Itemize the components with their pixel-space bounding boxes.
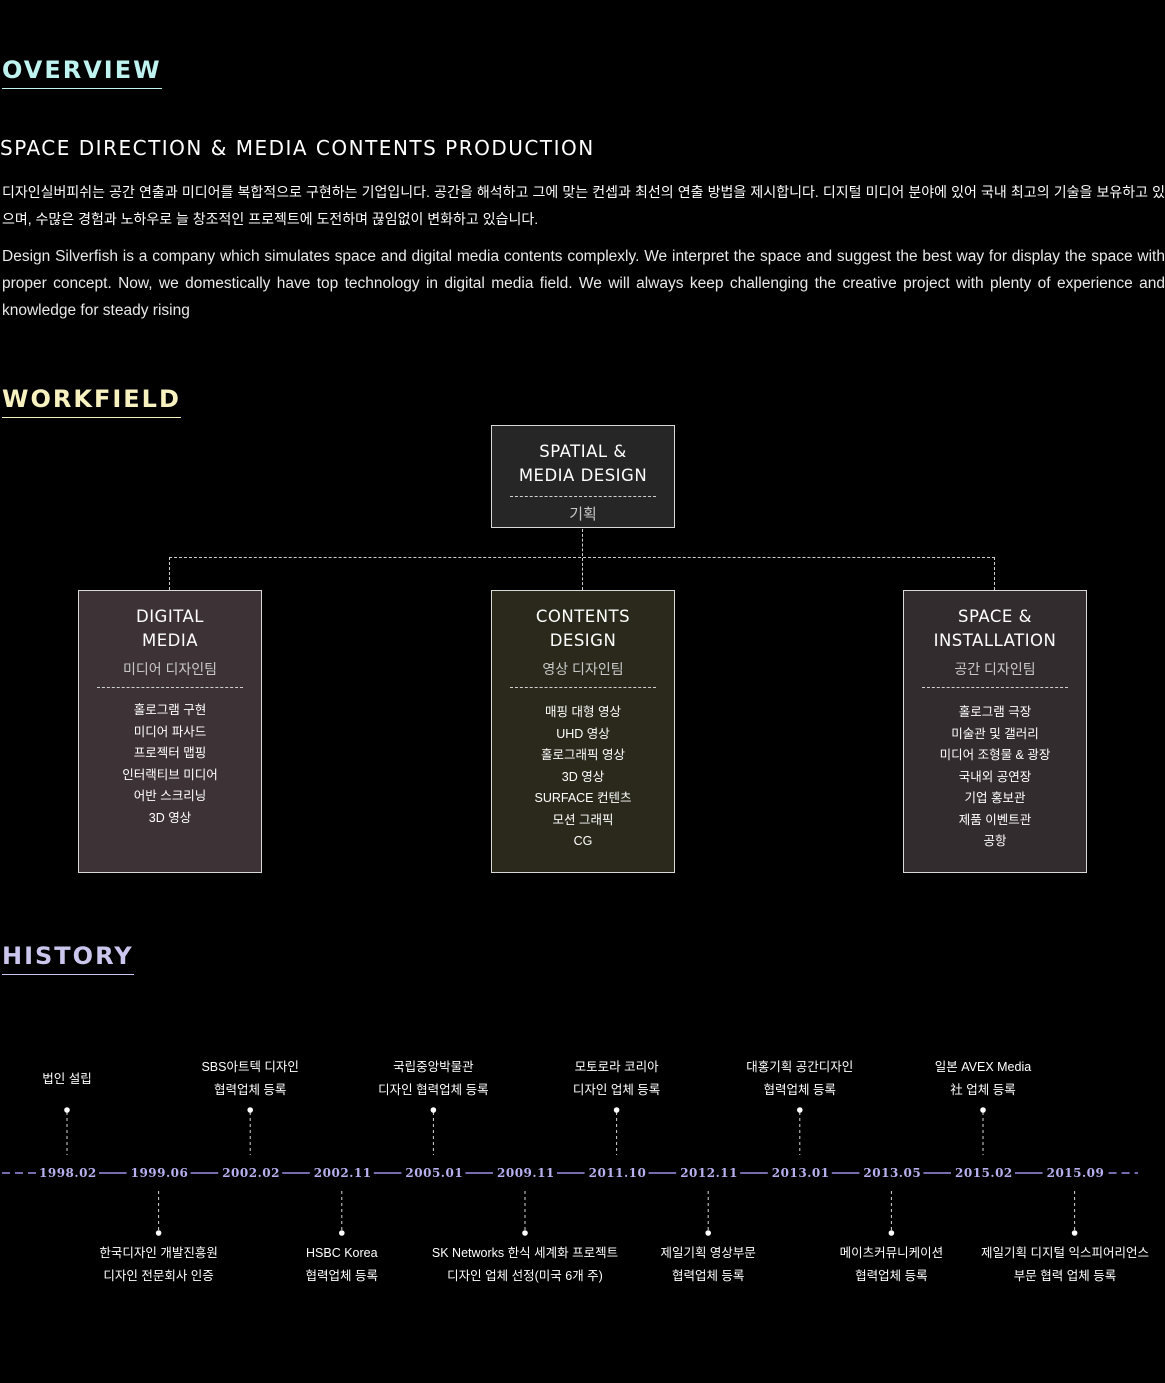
timeline-event-label: 한국디자인 개발진흥원 디자인 전문회사 인증 — [99, 1246, 218, 1283]
timeline-year: 1998.02 — [39, 1166, 97, 1180]
timeline-year: 1999.06 — [130, 1166, 189, 1180]
overview-body-korean: 디자인실버피쉬는 공간 연출과 미디어를 복합적으로 구현하는 기업입니다. 공… — [2, 184, 1165, 227]
workfield-box-team: 공간 디자인팀 — [954, 661, 1036, 677]
workfield-box-digital-media: DIGITAL MEDIA 미디어 디자인팀 홀로그램 구현 미디어 파사드 프… — [78, 590, 262, 873]
timeline-dot — [247, 1107, 253, 1113]
timeline-event-label: 국립중앙박물관 디자인 협력업체 등록 — [378, 1060, 489, 1097]
timeline-dot — [888, 1230, 895, 1236]
timeline-dot — [155, 1230, 162, 1236]
timeline-event-label: 메이츠커뮤니케이션 협력업체 등록 — [839, 1246, 944, 1283]
workfield-root-team: 기획 — [569, 506, 597, 523]
list-item: SURFACE 컨텐츠 — [534, 791, 632, 805]
workfield-root-heading: SPATIAL & MEDIA DESIGN — [518, 442, 648, 485]
workfield-heading: WORKFIELD — [2, 385, 181, 418]
timeline-event-label: 제일기획 디지털 익스피어리언스 부문 협력 업체 등록 — [981, 1246, 1149, 1283]
workfield-item-list: 매핑 대형 영상 UHD 영상 홀로그래픽 영상 3D 영상 SURFACE 컨… — [492, 702, 674, 853]
timeline-event-label: 일본 AVEX Media 社 업체 등록 — [934, 1060, 1032, 1097]
workfield-box-space-installation: SPACE & INSTALLATION 공간 디자인팀 홀로그램 극장 미술관… — [903, 590, 1087, 873]
timeline-event-label: 모토로라 코리아 디자인 업체 등록 — [572, 1060, 661, 1097]
list-item: 미디어 조형물 & 광장 — [939, 748, 1051, 762]
workfield-box-team: 영상 디자인팀 — [542, 661, 624, 677]
history-timeline — [2, 1107, 1138, 1236]
list-item: 국내외 공연장 — [958, 769, 1032, 784]
divider — [97, 687, 243, 688]
timeline-event-label: SK Networks 한식 세계화 프로젝트 디자인 업체 선정(미국 6개 … — [431, 1246, 619, 1283]
list-item: 제품 이벤트관 — [958, 812, 1032, 827]
timeline-year: 2011.10 — [588, 1166, 647, 1180]
timeline-dot — [1071, 1230, 1078, 1236]
workfield-box-heading: CONTENTS DESIGN — [535, 607, 631, 650]
timeline-year: 2012.11 — [680, 1166, 738, 1180]
timeline-dot — [64, 1107, 70, 1113]
timeline-year: 2002.11 — [313, 1166, 372, 1180]
divider — [510, 496, 656, 497]
timeline-year: 2015.09 — [1046, 1166, 1105, 1180]
connector-line — [582, 529, 583, 590]
connector-line — [994, 557, 995, 590]
history-heading: HISTORY — [2, 942, 134, 975]
timeline-year: 2005.01 — [405, 1166, 464, 1180]
workfield-box-team: 미디어 디자인팀 — [122, 661, 218, 677]
timeline-year: 2015.02 — [955, 1166, 1013, 1180]
overview-body-english: Design Silverfish is a company which sim… — [2, 248, 1165, 319]
list-item: CG — [573, 834, 593, 848]
list-item: 미디어 파사드 — [133, 724, 207, 739]
list-item: 프로젝터 맵핑 — [133, 746, 207, 760]
list-item: 모션 그래픽 — [552, 812, 614, 827]
timeline-dot — [705, 1230, 711, 1236]
timeline-event-label: 제일기획 영상부문 협력업체 등록 — [660, 1246, 756, 1283]
timeline-year: 2013.05 — [863, 1166, 922, 1180]
overview-heading: OVERVIEW — [2, 56, 162, 89]
timeline-dot — [613, 1107, 620, 1113]
timeline-event-label: 법인 설립 — [42, 1072, 92, 1086]
timeline-dot — [797, 1107, 803, 1113]
timeline-dot — [339, 1230, 345, 1236]
workfield-box-heading: DIGITAL MEDIA — [135, 607, 204, 650]
list-item: 공항 — [983, 834, 1007, 848]
timeline-event-label: SBS아트텍 디자인 협력업체 등록 — [201, 1060, 299, 1097]
list-item: 홀로그램 구현 — [133, 703, 207, 717]
list-item: 기업 홍보관 — [964, 791, 1026, 805]
timeline-year: 2002.02 — [222, 1166, 280, 1180]
list-item: 3D 영상 — [561, 769, 605, 784]
workfield-box-contents-design: CONTENTS DESIGN 영상 디자인팀 매핑 대형 영상 UHD 영상 … — [491, 590, 675, 873]
list-item: 홀로그래픽 영상 — [541, 748, 625, 762]
timeline-year: 2009.11 — [497, 1166, 555, 1180]
list-item: 홀로그램 극장 — [958, 705, 1032, 719]
connector-line — [169, 557, 995, 558]
divider — [510, 687, 656, 688]
timeline-event-label: 대홍기획 공간디자인 협력업체 등록 — [746, 1060, 854, 1097]
list-item: UHD 영상 — [556, 726, 610, 741]
list-item: 미술관 및 갤러리 — [951, 726, 1039, 741]
workfield-box-heading: SPACE & INSTALLATION — [933, 607, 1057, 650]
workfield-item-list: 홀로그램 구현 미디어 파사드 프로젝터 맵핑 인터랙티브 미디어 어반 스크리… — [79, 700, 261, 829]
list-item: 인터랙티브 미디어 — [122, 767, 218, 782]
timeline-dot — [980, 1107, 986, 1113]
timeline-year: 2013.01 — [771, 1166, 830, 1180]
timeline-event-label: HSBC Korea 협력업체 등록 — [305, 1246, 379, 1283]
workfield-item-list: 홀로그램 극장 미술관 및 갤러리 미디어 조형물 & 광장 국내외 공연장 기… — [904, 702, 1086, 853]
timeline-dot — [430, 1107, 437, 1113]
connector-line — [169, 557, 170, 590]
divider — [922, 687, 1068, 688]
list-item: 어반 스크리닝 — [133, 789, 207, 803]
timeline-dot — [522, 1230, 528, 1236]
list-item: 매핑 대형 영상 — [545, 705, 621, 719]
list-item: 3D 영상 — [148, 810, 192, 825]
workfield-root-box: SPATIAL & MEDIA DESIGN 기획 — [491, 425, 675, 528]
overview-subtitle: SPACE DIRECTION & MEDIA CONTENTS PRODUCT… — [0, 136, 595, 160]
